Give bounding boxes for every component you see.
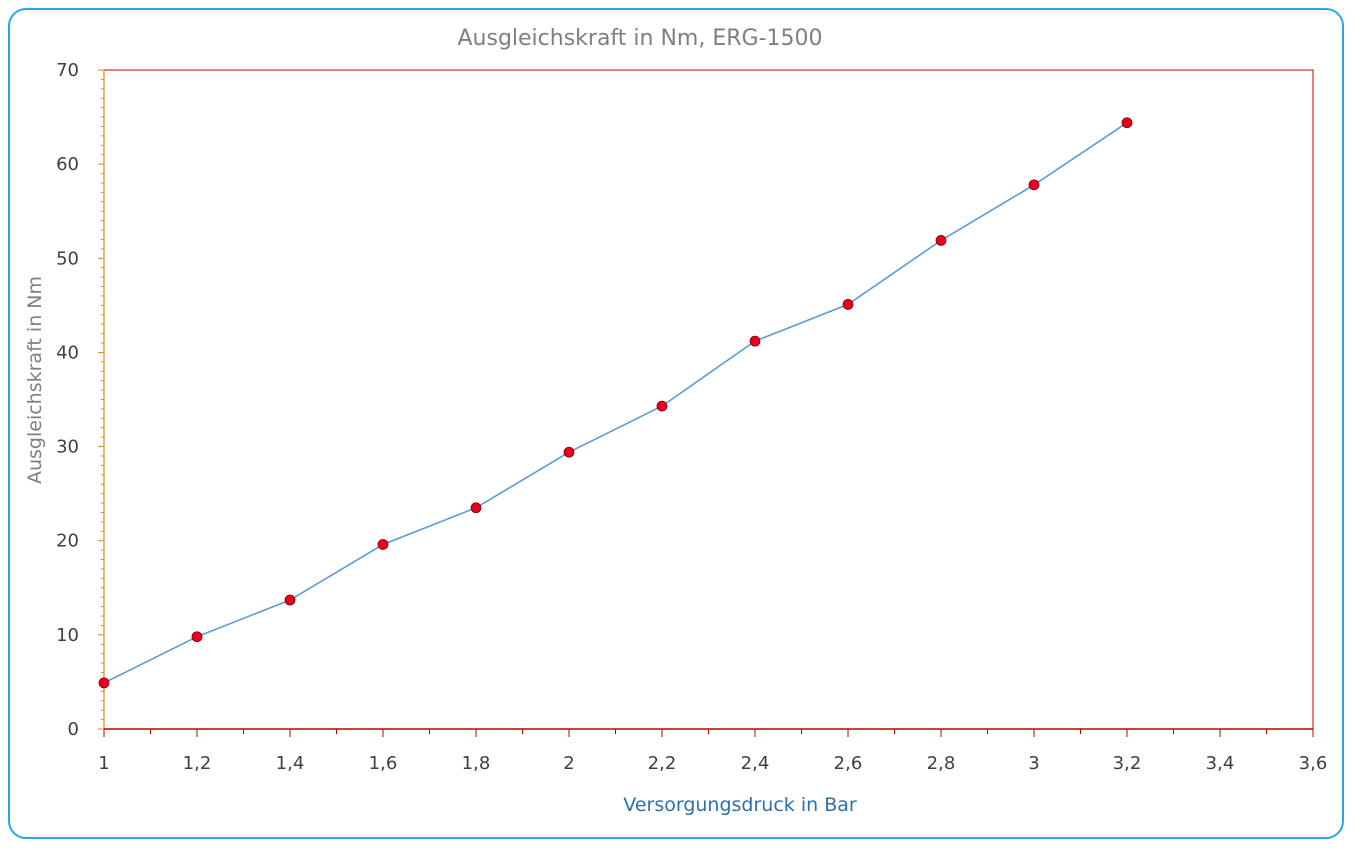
data-point — [563, 446, 575, 458]
x-tick-label: 3,2 — [1113, 753, 1142, 774]
data-point — [842, 299, 854, 310]
data-point — [1121, 117, 1133, 129]
data-point — [1028, 179, 1040, 191]
x-tick-label: 1,2 — [183, 753, 212, 774]
plot-series — [98, 117, 1133, 689]
axes — [98, 69, 1314, 737]
tick-labels: 0 10 20 30 40 50 60 70 1 1,2 1,4 1,6 1,8 2 2,2 2,4 2,6 2,… — [56, 60, 1327, 774]
y-tick-label: 50 — [56, 248, 79, 269]
x-tick-label: 1,4 — [276, 753, 305, 774]
y-tick-label: 30 — [56, 437, 79, 458]
data-point — [284, 594, 296, 606]
x-tick-label: 1,8 — [462, 753, 491, 774]
x-tick-label: 3 — [1028, 753, 1039, 774]
y-tick-label: 10 — [56, 625, 79, 646]
data-point — [377, 539, 389, 550]
x-tick-label: 3,6 — [1299, 753, 1328, 774]
x-tick-label: 2,8 — [927, 753, 956, 774]
chart-title: Ausgleichskraft in Nm, ERG-1500 — [457, 26, 822, 51]
data-point — [98, 677, 110, 689]
data-point — [191, 631, 203, 643]
data-point — [935, 234, 947, 246]
chart-frame — [8, 8, 1344, 839]
y-tick-label: 20 — [56, 531, 79, 552]
x-tick-label: 3,4 — [1206, 753, 1235, 774]
y-tick-label: 60 — [56, 154, 79, 175]
y-tick-label: 70 — [56, 60, 79, 81]
data-point — [749, 335, 761, 347]
x-tick-label: 2,2 — [648, 753, 677, 774]
x-tick-label: 2,6 — [834, 753, 863, 774]
y-tick-label: 0 — [68, 719, 79, 740]
x-axis-label: Versorgungsdruck in Bar — [623, 794, 857, 816]
x-tick-label: 2,4 — [741, 753, 770, 774]
x-tick-label: 1 — [98, 753, 109, 774]
plot-area-border — [103, 69, 1314, 730]
y-axis-label: Ausgleichskraft in Nm — [24, 276, 46, 484]
x-tick-label: 1,6 — [369, 753, 398, 774]
y-tick-label: 40 — [56, 342, 79, 363]
x-tick-label: 2 — [563, 753, 574, 774]
data-point — [656, 400, 668, 412]
data-point — [470, 502, 482, 514]
series-line — [103, 122, 1128, 684]
